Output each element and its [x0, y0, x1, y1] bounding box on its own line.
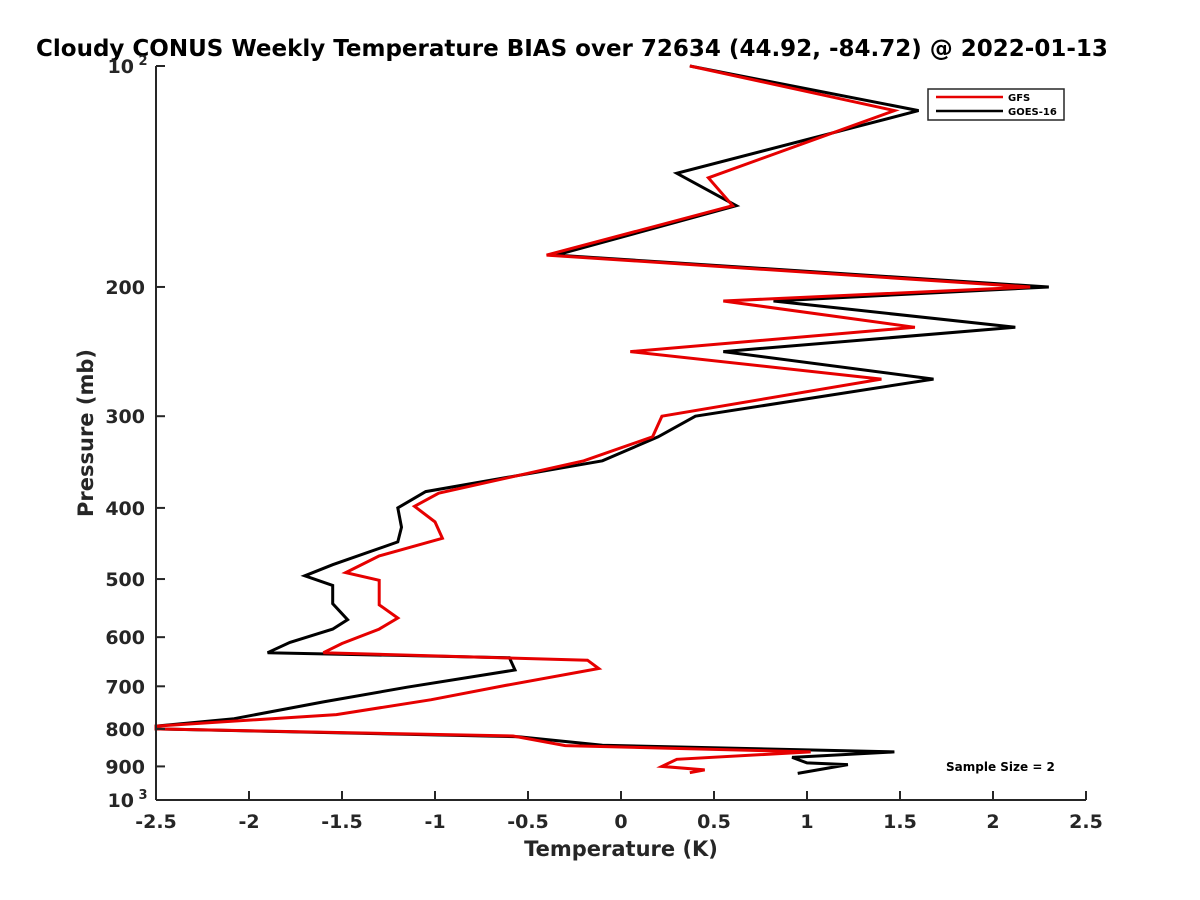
y-tick-label: 300 — [105, 406, 145, 428]
legend-box — [927, 88, 1065, 121]
y-tick-exponent: 2 — [138, 54, 147, 69]
x-tick-label: 1.5 — [883, 811, 917, 833]
x-tick-label: -1 — [424, 811, 445, 833]
y-tick-label: 10 — [108, 790, 134, 812]
y-tick-label: 200 — [105, 277, 145, 299]
series-layer — [154, 64, 1049, 775]
y-tick-label: 500 — [105, 569, 145, 591]
legend-label-gfs: GFS — [1008, 93, 1030, 104]
chart-title: Cloudy CONUS Weekly Temperature BIAS ove… — [36, 36, 1108, 62]
x-tick-label: 0 — [614, 811, 627, 833]
legend: GFS GOES-16 — [927, 88, 1065, 121]
y-axis-ticks: 10 2 200 300 400 500 600 700 800 900 10 3 — [105, 54, 165, 812]
y-tick-label: 400 — [105, 498, 145, 520]
x-tick-label: 1 — [800, 811, 813, 833]
x-axis-label: Temperature (K) — [524, 837, 718, 861]
x-tick-label: 2 — [986, 811, 999, 833]
x-tick-label: -0.5 — [507, 811, 549, 833]
y-tick-label: 700 — [105, 676, 145, 698]
y-axis-label: Pressure (mb) — [74, 349, 98, 517]
sample-size-annotation: Sample Size = 2 — [946, 760, 1055, 774]
plot-area — [156, 66, 1086, 800]
x-tick-label: -2.5 — [135, 811, 177, 833]
legend-label-goes16: GOES-16 — [1008, 107, 1057, 118]
x-tick-label: 2.5 — [1069, 811, 1103, 833]
x-tick-label: 0.5 — [697, 811, 731, 833]
y-tick-exponent: 3 — [138, 788, 147, 803]
x-axis-ticks: -2.5 -2 -1.5 -1 -0.5 0 0.5 1 1.5 2 2.5 — [135, 791, 1103, 833]
y-tick-label: 10 — [108, 56, 134, 78]
x-tick-label: -1.5 — [321, 811, 363, 833]
x-tick-label: -2 — [238, 811, 259, 833]
y-tick-label: 800 — [105, 719, 145, 741]
series-line-gfs — [154, 64, 1031, 775]
y-tick-label: 900 — [105, 756, 145, 778]
y-tick-label: 600 — [105, 627, 145, 649]
